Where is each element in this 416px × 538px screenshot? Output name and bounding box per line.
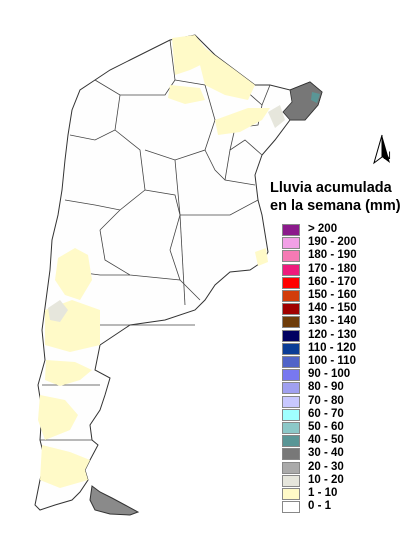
legend-label: 30 - 40: [308, 447, 344, 460]
legend-label: 180 - 190: [308, 249, 357, 262]
legend-swatch: [282, 342, 300, 355]
legend-label: 10 - 20: [308, 473, 344, 486]
legend-label: 110 - 120: [308, 341, 356, 354]
north-arrow-icon: [373, 134, 390, 165]
legend-label: 70 - 80: [308, 394, 344, 407]
legend-label: 190 - 200: [308, 236, 357, 249]
legend-title-line1: Lluvia acumulada: [270, 180, 392, 196]
legend-swatch: [282, 316, 300, 329]
legend-label: 40 - 50: [308, 434, 344, 447]
legend-label: 100 - 110: [308, 355, 356, 367]
legend-swatch: [282, 382, 300, 395]
legend-label: 160 - 170: [308, 275, 357, 288]
legend-label: > 200: [308, 223, 338, 235]
legend-swatch: [282, 250, 300, 263]
legend-swatch: [282, 395, 300, 408]
legend-swatch: [282, 303, 300, 316]
legend-swatch: [282, 448, 300, 461]
legend-swatch: [282, 435, 300, 448]
legend-swatch: [282, 422, 300, 434]
legend-label: 140 - 150: [308, 302, 357, 315]
legend-label: 90 - 100: [308, 368, 351, 381]
legend-label: 130 - 140: [308, 315, 357, 328]
legend-swatch: [282, 461, 300, 474]
legend-title-line2: en la semana (mm): [270, 198, 401, 214]
legend-swatch: [282, 488, 300, 500]
rain-zone-10-20: [48, 105, 285, 322]
legend-swatch: [282, 329, 300, 342]
legend-swatch: [282, 263, 300, 276]
legend-label: 170 - 180: [308, 262, 357, 275]
tierra-del-fuego: [89, 485, 140, 516]
legend-swatch: [282, 369, 300, 382]
legend-swatch: [282, 276, 300, 289]
legend-label: 50 - 60: [308, 421, 344, 433]
legend-label: 120 - 130: [308, 328, 357, 341]
rain-zone-40-50: [311, 92, 320, 103]
legend-swatch: [282, 408, 300, 421]
legend-swatch: [282, 356, 300, 368]
legend-swatch: [282, 290, 300, 302]
legend-label: 150 - 160: [308, 289, 357, 301]
legend-label: 60 - 70: [308, 407, 344, 420]
legend-label: 1 - 10: [308, 487, 338, 499]
legend-label: 80 - 90: [308, 381, 344, 394]
legend-swatch: [282, 237, 300, 250]
legend-swatch: [282, 224, 300, 236]
north-label: N: [383, 150, 391, 162]
legend-label: 20 - 30: [308, 460, 344, 473]
legend-swatch: [282, 501, 300, 514]
legend-title: Lluvia acumulada en la semana (mm): [270, 179, 401, 215]
legend-label: 0 - 1: [308, 500, 332, 513]
rain-zone-30-40: [282, 81, 323, 121]
legend-swatch: [282, 474, 300, 487]
